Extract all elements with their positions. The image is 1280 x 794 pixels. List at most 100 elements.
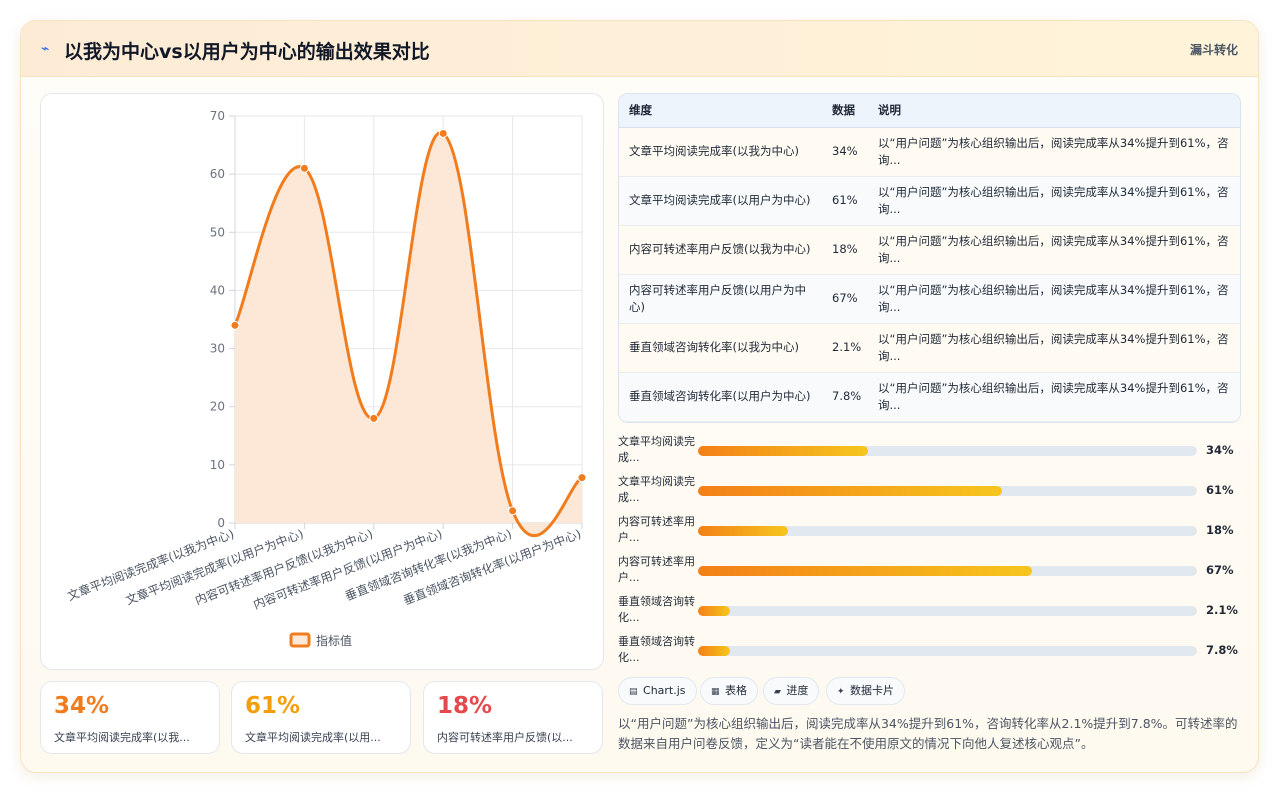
progress-track xyxy=(698,566,1197,576)
kpi-label: 内容可转述率用户反馈(以... xyxy=(437,731,573,744)
kpi-card-3: 18% 内容可转述率用户反馈(以... xyxy=(423,681,603,754)
cell-dimension: 文章平均阅读完成率(以用户为中心) xyxy=(619,176,822,226)
table-row: 垂直领域咨询转化率(以我为中心) 2.1% 以“用户问题”为核心组织输出后，阅读… xyxy=(619,323,1240,373)
chip-label: 表格 xyxy=(725,684,748,697)
category-tag: 漏斗转化 xyxy=(1189,43,1238,57)
y-tick-label: 50 xyxy=(210,225,225,239)
cell-value: 18% xyxy=(822,225,868,275)
progress-row: 文章平均阅读完成... 34% xyxy=(618,434,1241,470)
progress-value: 34% xyxy=(1206,443,1234,457)
progress-row: 内容可转述率用户... 67% xyxy=(618,554,1241,590)
kpi-label: 文章平均阅读完成率(以我... xyxy=(54,731,190,744)
progress-fill xyxy=(698,606,730,616)
progress-fill xyxy=(698,486,1003,496)
chip-data-card[interactable]: ✦ 数据卡片 xyxy=(826,677,906,705)
progress-track xyxy=(698,446,1197,456)
progress-label: 垂直领域咨询转化... xyxy=(618,635,695,664)
sparkle-icon: ✦ xyxy=(837,687,845,697)
progress-value: 61% xyxy=(1206,483,1234,497)
cell-dimension: 内容可转述率用户反馈(以用户为中心) xyxy=(619,274,822,324)
y-tick-label: 70 xyxy=(210,109,225,123)
data-point xyxy=(438,128,448,138)
cell-dimension: 内容可转述率用户反馈(以我为中心) xyxy=(619,225,822,275)
kpi-label: 文章平均阅读完成率(以用... xyxy=(245,731,381,744)
cell-description: 以“用户问题”为核心组织输出后，阅读完成率从34%提升到61%，咨询... xyxy=(868,323,1240,373)
progress-icon: ▰ xyxy=(774,687,781,697)
column-header-description: 说明 xyxy=(868,94,1240,128)
cell-value: 7.8% xyxy=(822,372,868,422)
progress-value: 18% xyxy=(1206,523,1234,537)
cell-value: 34% xyxy=(822,127,868,177)
cell-value: 61% xyxy=(822,176,868,226)
chart-panel: 0 10 20 30 40 50 60 70 文章平均阅读完成率(以我为中心) 文章平均阅读完成率… xyxy=(40,93,604,670)
progress-label: 内容可转述率用户... xyxy=(618,515,695,544)
progress-row: 垂直领域咨询转化... 7.8% xyxy=(618,634,1241,670)
kpi-value: 61% xyxy=(245,693,301,719)
progress-fill xyxy=(698,646,730,656)
progress-value: 7.8% xyxy=(1206,643,1238,657)
y-tick-label: 60 xyxy=(210,167,225,181)
table-row: 内容可转述率用户反馈(以用户为中心) 67% 以“用户问题”为核心组织输出后，阅… xyxy=(619,274,1240,324)
progress-row: 垂直领域咨询转化... 2.1% xyxy=(618,594,1241,630)
y-tick-label: 10 xyxy=(210,458,225,472)
progress-label: 文章平均阅读完成... xyxy=(618,475,695,504)
table-row: 文章平均阅读完成率(以用户为中心) 61% 以“用户问题”为核心组织输出后，阅读… xyxy=(619,176,1240,226)
chip-table[interactable]: ▦ 表格 xyxy=(700,677,759,705)
progress-track xyxy=(698,526,1197,536)
legend-swatch xyxy=(289,632,311,648)
progress-value: 2.1% xyxy=(1206,603,1238,617)
series-area xyxy=(235,132,582,536)
y-tick-label: 30 xyxy=(210,342,225,356)
progress-fill xyxy=(698,526,788,536)
progress-label: 内容可转述率用户... xyxy=(618,555,695,584)
cell-value: 67% xyxy=(822,274,868,324)
dashboard-card: ⌁ 以我为中心vs以用户为中心的输出效果对比 漏斗转化 0 10 20 30 40 50 6… xyxy=(20,20,1259,773)
chip-chartjs[interactable]: ▤ Chart.js xyxy=(618,677,697,705)
chip-label: Chart.js xyxy=(643,684,686,697)
lightning-icon: ⌁ xyxy=(41,41,50,57)
cell-description: 以“用户问题”为核心组织输出后，阅读完成率从34%提升到61%，咨询... xyxy=(868,225,1240,275)
chip-label: 数据卡片 xyxy=(850,684,895,697)
cell-dimension: 垂直领域咨询转化率(以我为中心) xyxy=(619,323,822,373)
progress-track xyxy=(698,606,1197,616)
chart-icon: ▤ xyxy=(629,687,638,697)
page-title: 以我为中心vs以用户为中心的输出效果对比 xyxy=(64,41,430,63)
progress-label: 文章平均阅读完成... xyxy=(618,435,695,464)
chip-label: 进度 xyxy=(786,684,809,697)
table-row: 内容可转述率用户反馈(以我为中心) 18% 以“用户问题”为核心组织输出后，阅读… xyxy=(619,225,1240,275)
card-header: ⌁ 以我为中心vs以用户为中心的输出效果对比 漏斗转化 xyxy=(21,21,1258,77)
kpi-card-1: 34% 文章平均阅读完成率(以我... xyxy=(40,681,220,754)
area-chart: 010203040506070文章平均阅读完成率(以我为中心)文章平均阅读完成率… xyxy=(65,109,587,648)
cell-value: 2.1% xyxy=(822,323,868,373)
cell-description: 以“用户问题”为核心组织输出后，阅读完成率从34%提升到61%，咨询... xyxy=(868,127,1240,177)
data-point xyxy=(577,473,587,483)
table-icon: ▦ xyxy=(711,687,720,697)
table-header-row: 维度 数据 说明 xyxy=(619,94,1240,128)
cell-dimension: 垂直领域咨询转化率(以用户为中心) xyxy=(619,372,822,422)
progress-value: 67% xyxy=(1206,563,1234,577)
kpi-card-2: 61% 文章平均阅读完成率(以用... xyxy=(231,681,411,754)
y-tick-label: 20 xyxy=(210,400,225,414)
y-tick-label: 0 xyxy=(217,516,225,530)
y-tick-label: 40 xyxy=(210,283,225,297)
progress-row: 文章平均阅读完成... 61% xyxy=(618,474,1241,510)
summary-text: 以“用户问题”为核心组织输出后，阅读完成率从34%提升到61%，咨询转化率从2.… xyxy=(618,716,1238,751)
progress-fill xyxy=(698,566,1033,576)
legend-label: 指标值 xyxy=(316,633,352,648)
progress-track xyxy=(698,646,1197,656)
data-point xyxy=(230,320,240,330)
chip-progress[interactable]: ▰ 进度 xyxy=(763,677,820,705)
progress-row: 内容可转述率用户... 18% xyxy=(618,514,1241,550)
column-header-dimension: 维度 xyxy=(619,94,822,128)
kpi-value: 34% xyxy=(54,693,110,719)
cell-description: 以“用户问题”为核心组织输出后，阅读完成率从34%提升到61%，咨询... xyxy=(868,274,1240,324)
data-point xyxy=(299,163,309,173)
cell-dimension: 文章平均阅读完成率(以我为中心) xyxy=(619,127,822,177)
data-table: 维度 数据 说明 文章平均阅读完成率(以我为中心) 34% 以“用户问题”为核心… xyxy=(618,93,1241,423)
kpi-value: 18% xyxy=(437,693,493,719)
progress-track xyxy=(698,486,1197,496)
progress-label: 垂直领域咨询转化... xyxy=(618,595,695,624)
table-row: 文章平均阅读完成率(以我为中心) 34% 以“用户问题”为核心组织输出后，阅读完… xyxy=(619,127,1240,177)
cell-description: 以“用户问题”为核心组织输出后，阅读完成率从34%提升到61%，咨询... xyxy=(868,176,1240,226)
